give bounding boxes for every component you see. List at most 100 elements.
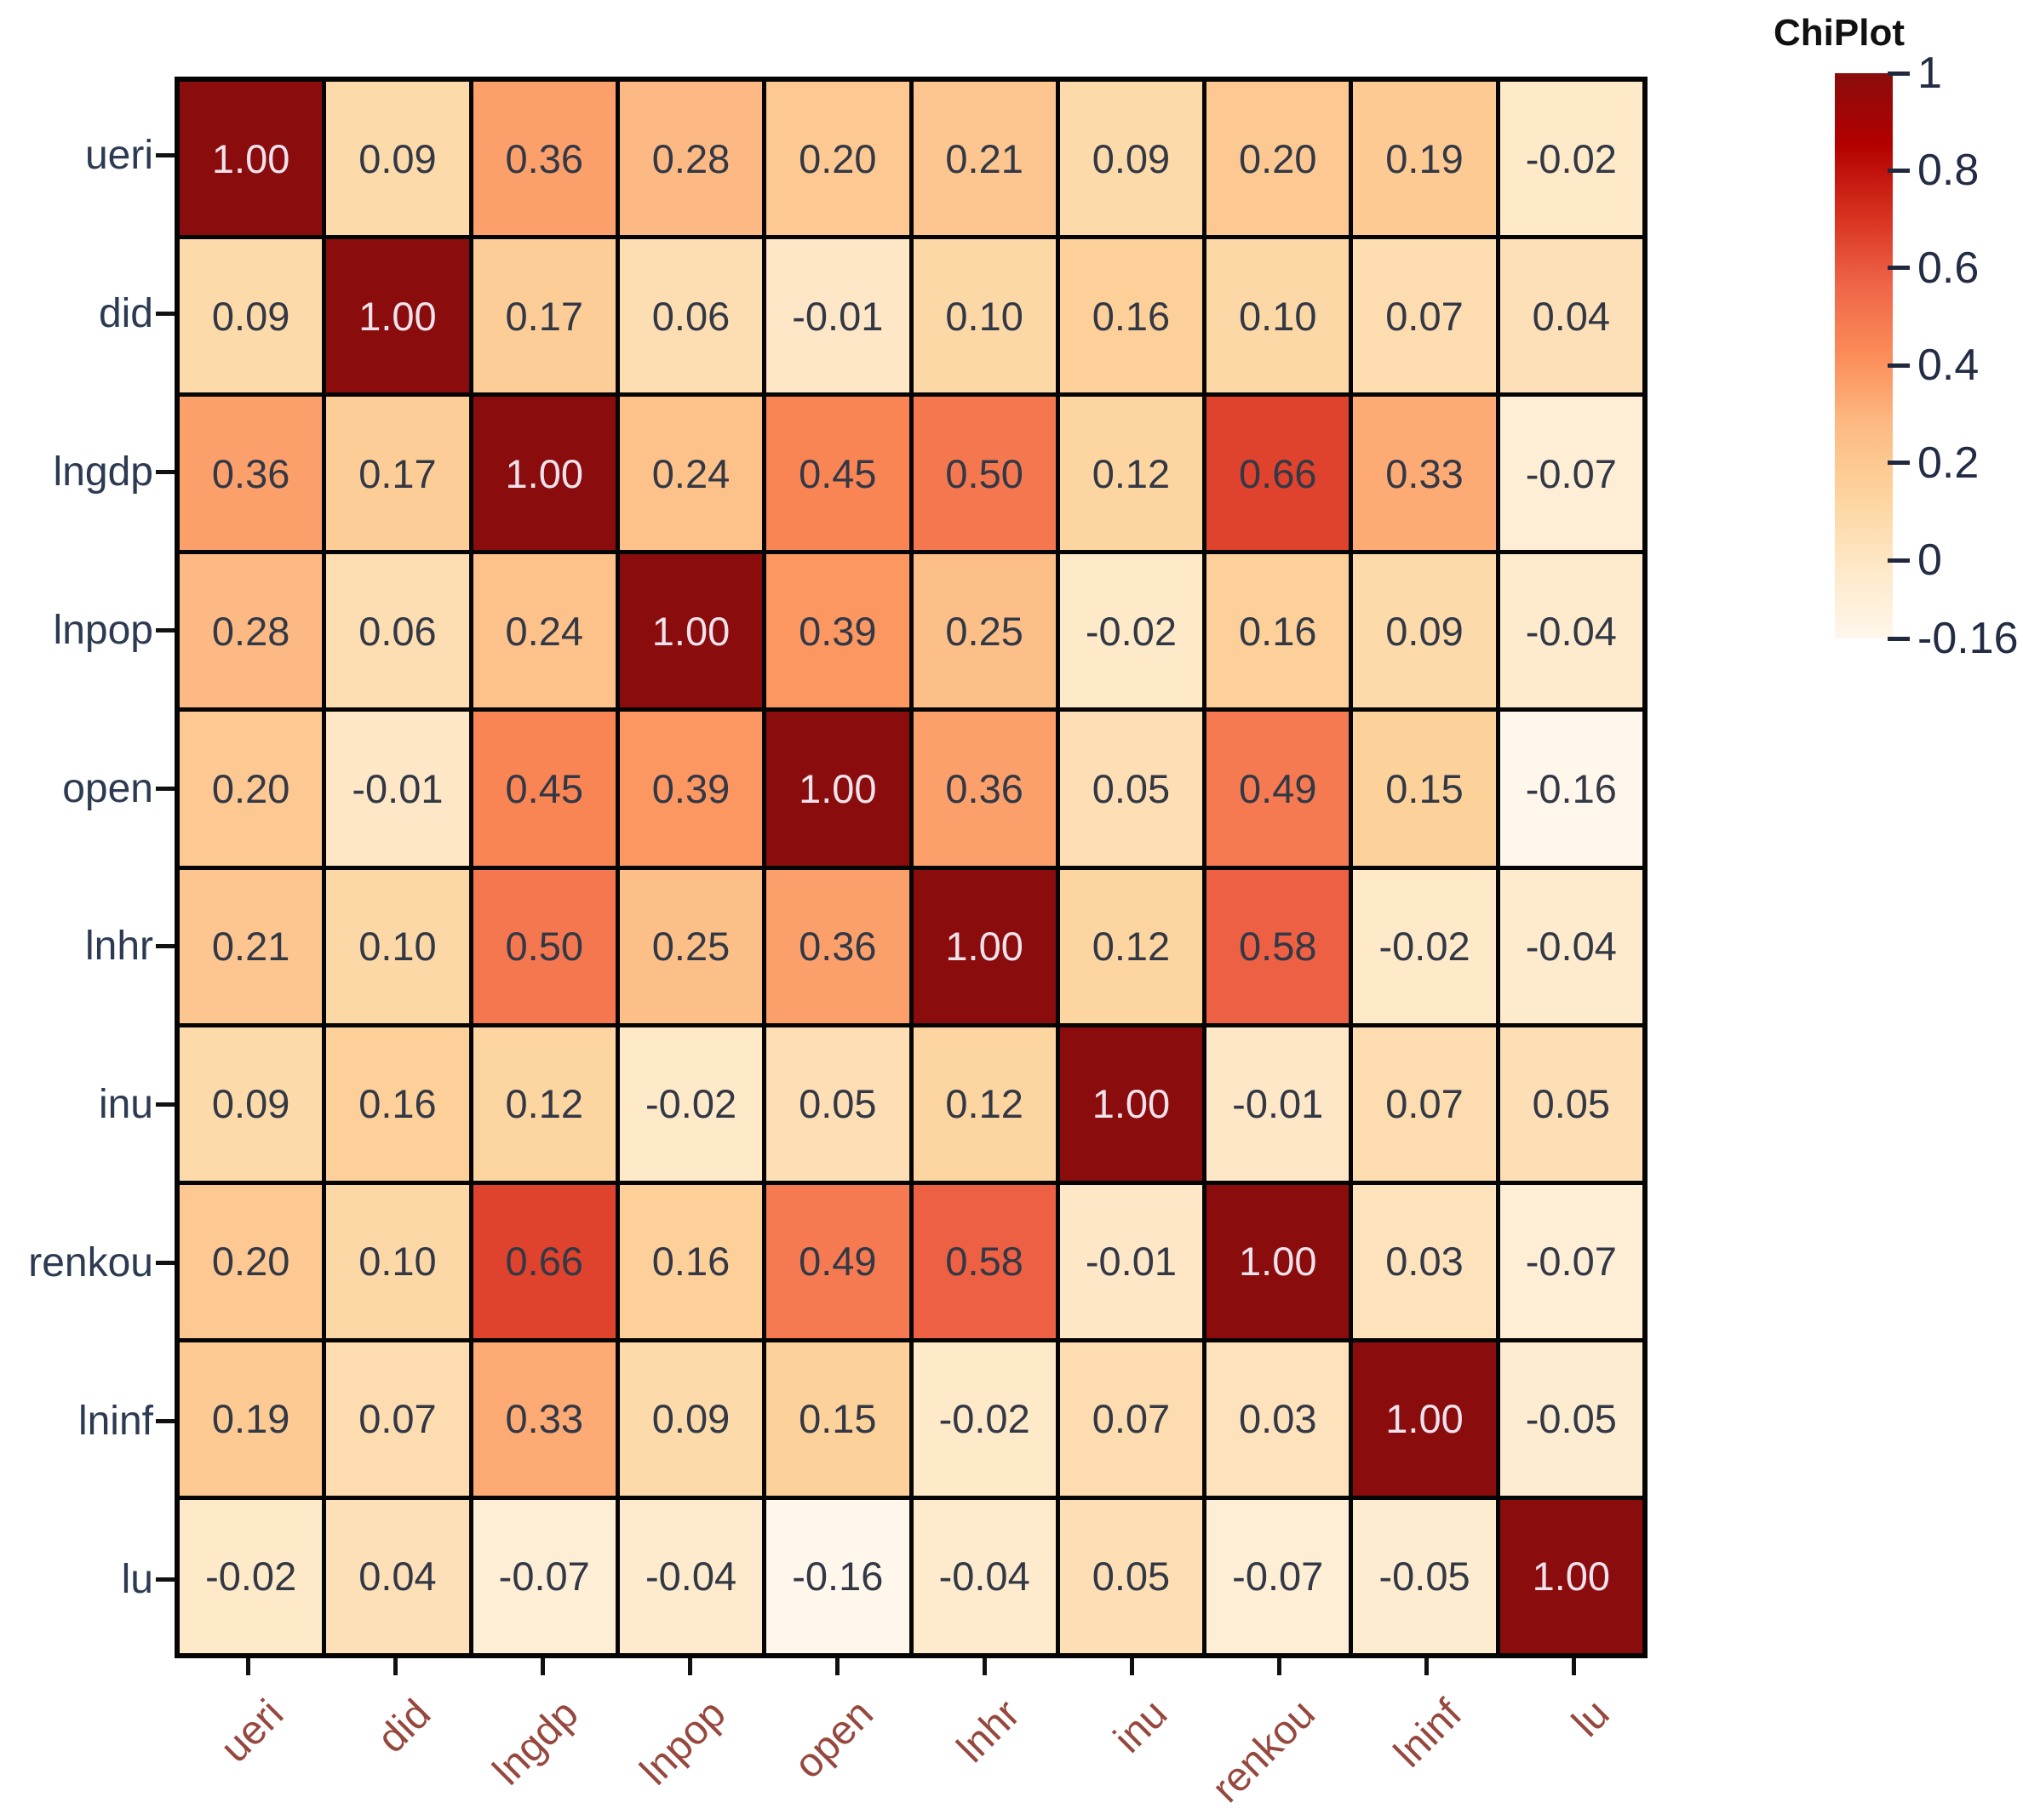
- heatmap-cell-renkou-did: 0.10: [326, 1184, 469, 1338]
- heatmap-cell-did-lu: 0.04: [1499, 239, 1642, 393]
- heatmap-cell-lninf-open: 0.15: [766, 1342, 909, 1496]
- heatmap-cell-inu-lu: 0.05: [1499, 1027, 1642, 1181]
- heatmap-cell-open-did: -0.01: [326, 712, 469, 866]
- x-axis-tick: [983, 1658, 987, 1675]
- heatmap-cell-renkou-ueri: 0.20: [180, 1184, 323, 1338]
- y-axis-label-ueri: ueri: [84, 133, 153, 179]
- heatmap-cell-open-renkou: 0.49: [1206, 712, 1350, 866]
- heatmap-cell-lnpop-inu: -0.02: [1059, 554, 1203, 708]
- y-axis-label-did: did: [98, 291, 153, 337]
- heatmap-cell-lnhr-ueri: 0.21: [180, 869, 323, 1023]
- colorbar-tick: [1888, 461, 1910, 466]
- heatmap-cell-inu-renkou: -0.01: [1206, 1027, 1350, 1181]
- heatmap-cell-inu-lngdp: 0.12: [473, 1027, 616, 1181]
- heatmap-cell-lninf-lnhr: -0.02: [913, 1342, 1056, 1496]
- y-axis-tick: [156, 944, 175, 949]
- heatmap-cell-lu-ueri: -0.02: [180, 1499, 323, 1653]
- heatmap-cell-did-lnpop: 0.06: [619, 239, 763, 393]
- heatmap-cell-lngdp-lu: -0.07: [1499, 397, 1642, 551]
- heatmap-cell-lninf-renkou: 0.03: [1206, 1342, 1350, 1496]
- heatmap-cell-lngdp-open: 0.45: [766, 397, 909, 551]
- heatmap-cell-open-lngdp: 0.45: [473, 712, 616, 866]
- x-axis-tick: [835, 1658, 840, 1675]
- heatmap-cell-inu-lnpop: -0.02: [619, 1027, 763, 1181]
- heatmap-cell-lu-inu: 0.05: [1059, 1499, 1203, 1653]
- heatmap-cell-lu-lnhr: -0.04: [913, 1499, 1056, 1653]
- heatmap-cell-lnhr-lnpop: 0.25: [619, 869, 763, 1023]
- heatmap-cell-lninf-did: 0.07: [326, 1342, 469, 1496]
- x-axis-tick: [1572, 1658, 1576, 1675]
- y-axis-label-inu: inu: [98, 1082, 153, 1128]
- heatmap-cell-ueri-did: 0.09: [326, 82, 469, 236]
- heatmap-cell-lu-renkou: -0.07: [1206, 1499, 1350, 1653]
- heatmap-cell-renkou-lngdp: 0.66: [473, 1184, 616, 1338]
- colorbar-tick-label: 1: [1917, 49, 1942, 98]
- x-axis-tick: [688, 1658, 692, 1675]
- heatmap-cell-inu-open: 0.05: [766, 1027, 909, 1181]
- x-axis-label-lnhr: lnhr: [948, 1691, 1029, 1771]
- colorbar-tick: [1888, 363, 1910, 368]
- x-axis-label-lnpop: lnpop: [632, 1691, 735, 1794]
- heatmap-cell-inu-inu: 1.00: [1059, 1027, 1203, 1181]
- heatmap-cell-ueri-lnpop: 0.28: [619, 82, 763, 236]
- heatmap-cell-ueri-open: 0.20: [766, 82, 909, 236]
- heatmap-cell-open-lnhr: 0.36: [913, 712, 1056, 866]
- y-axis-label-lngdp: lngdp: [53, 449, 153, 495]
- heatmap-cell-inu-lninf: 0.07: [1353, 1027, 1496, 1181]
- heatmap-cell-lnpop-lnpop: 1.00: [619, 554, 763, 708]
- heatmap-cell-lnpop-open: 0.39: [766, 554, 909, 708]
- heatmap-cell-lu-lngdp: -0.07: [473, 1499, 616, 1653]
- heatmap-cell-lnhr-inu: 0.12: [1059, 869, 1203, 1023]
- y-axis-tick: [156, 1577, 175, 1582]
- heatmap-cell-did-inu: 0.16: [1059, 239, 1203, 393]
- heatmap-cell-lngdp-lnhr: 0.50: [913, 397, 1056, 551]
- heatmap-cell-renkou-lninf: 0.03: [1353, 1184, 1496, 1338]
- y-axis-label-lnhr: lnhr: [84, 924, 153, 970]
- heatmap-cell-ueri-lu: -0.02: [1499, 82, 1642, 236]
- y-axis-tick: [156, 1261, 175, 1265]
- y-axis-tick: [156, 627, 175, 632]
- x-axis-label-did: did: [369, 1691, 440, 1762]
- heatmap-cell-lninf-lninf: 1.00: [1353, 1342, 1496, 1496]
- x-axis-label-open: open: [785, 1691, 882, 1788]
- x-axis-tick: [393, 1658, 398, 1675]
- y-axis-tick: [156, 312, 175, 317]
- y-axis-label-lninf: lninf: [77, 1398, 153, 1444]
- colorbar-gradient: [1835, 73, 1893, 638]
- colorbar-tick-label: 0: [1917, 535, 1942, 586]
- colorbar-tick-label: 0.8: [1917, 146, 1980, 196]
- heatmap-cell-ueri-lninf: 0.19: [1353, 82, 1496, 236]
- heatmap-cell-lu-open: -0.16: [766, 1499, 909, 1653]
- heatmap-cell-lnpop-did: 0.06: [326, 554, 469, 708]
- heatmap-cell-lnpop-lnhr: 0.25: [913, 554, 1056, 708]
- y-axis-label-lu: lu: [121, 1556, 153, 1602]
- heatmap-cell-did-lngdp: 0.17: [473, 239, 616, 393]
- heatmap-cell-lnhr-lnhr: 1.00: [913, 869, 1056, 1023]
- heatmap-cell-did-lninf: 0.07: [1353, 239, 1496, 393]
- heatmap-cell-open-lnpop: 0.39: [619, 712, 763, 866]
- heatmap-cell-did-renkou: 0.10: [1206, 239, 1350, 393]
- heatmap-cell-did-ueri: 0.09: [180, 239, 323, 393]
- colorbar-tick: [1888, 71, 1910, 76]
- heatmap-cell-lnhr-lngdp: 0.50: [473, 869, 616, 1023]
- x-axis-tick: [1130, 1658, 1134, 1675]
- heatmap-cell-inu-did: 0.16: [326, 1027, 469, 1181]
- heatmap-cell-did-open: -0.01: [766, 239, 909, 393]
- colorbar-tick: [1888, 558, 1910, 563]
- colorbar-tick-label: 0.4: [1917, 341, 1980, 391]
- heatmap-cell-did-lnhr: 0.10: [913, 239, 1056, 393]
- heatmap-cell-open-open: 1.00: [766, 712, 909, 866]
- heatmap-cell-renkou-lnhr: 0.58: [913, 1184, 1056, 1338]
- heatmap-cell-lninf-lngdp: 0.33: [473, 1342, 616, 1496]
- y-axis-tick: [156, 1418, 175, 1423]
- heatmap-cell-did-did: 1.00: [326, 239, 469, 393]
- y-axis-tick: [156, 470, 175, 474]
- heatmap-cell-renkou-lnpop: 0.16: [619, 1184, 763, 1338]
- heatmap-cell-open-lninf: 0.15: [1353, 712, 1496, 866]
- heatmap-cell-lu-lu: 1.00: [1499, 1499, 1642, 1653]
- heatmap-cell-lu-did: 0.04: [326, 1499, 469, 1653]
- x-axis-label-ueri: ueri: [212, 1691, 293, 1771]
- heatmap-cell-ueri-lnhr: 0.21: [913, 82, 1056, 236]
- x-axis-tick: [541, 1658, 545, 1675]
- heatmap-cell-open-lu: -0.16: [1499, 712, 1642, 866]
